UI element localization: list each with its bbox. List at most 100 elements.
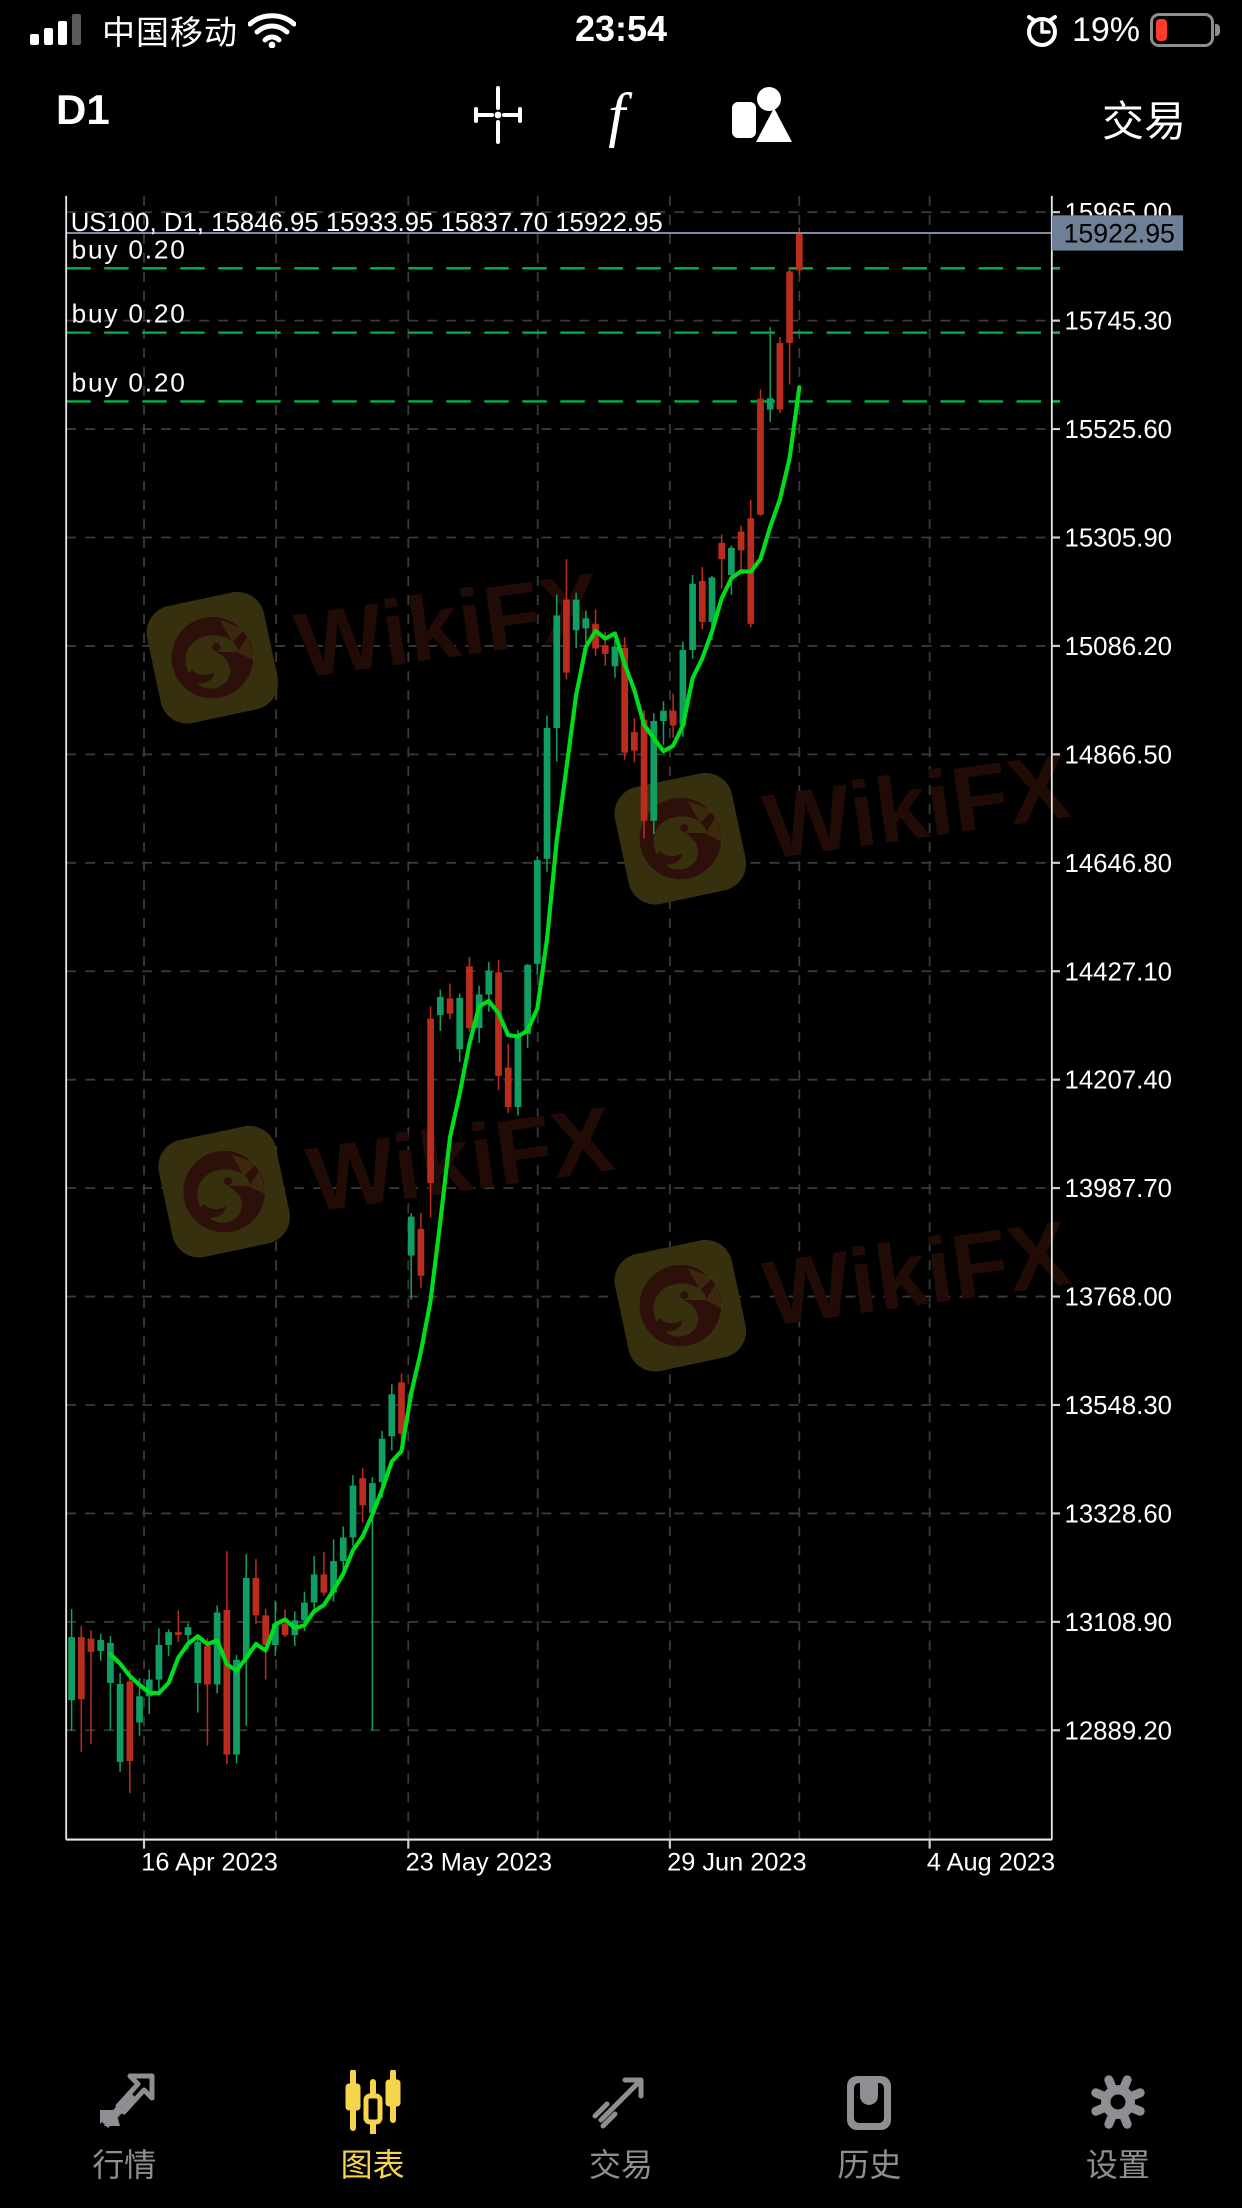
- candle-body: [456, 997, 464, 1050]
- candle-body: [310, 1574, 318, 1603]
- y-axis-label: 14427.10: [1065, 958, 1173, 986]
- y-axis-label: 14207.40: [1065, 1067, 1173, 1095]
- y-axis-label: 15086.20: [1065, 633, 1173, 661]
- candle-body: [184, 1627, 192, 1636]
- candle-body: [485, 970, 493, 995]
- candle-body: [165, 1632, 172, 1645]
- candle-body: [495, 972, 502, 1076]
- indicators-icon[interactable]: f: [598, 84, 654, 148]
- candle-body: [669, 710, 677, 726]
- candle-body: [262, 1615, 270, 1645]
- status-bar: 中国移动 23:54 19%: [0, 0, 1242, 54]
- candle-body: [407, 1216, 415, 1256]
- candle-body: [660, 710, 667, 722]
- candle-body: [223, 1609, 231, 1755]
- y-axis-label: 15745.30: [1065, 308, 1173, 336]
- candle-body: [233, 1659, 240, 1755]
- candle-body: [563, 599, 570, 673]
- candle-body: [466, 966, 473, 1029]
- candle-body: [272, 1623, 279, 1645]
- candle-body: [194, 1642, 202, 1683]
- candle-body: [427, 1018, 434, 1184]
- candle-body: [698, 580, 706, 622]
- x-axis-label: 16 Apr 2023: [141, 1848, 278, 1876]
- bottom-tab-bar: 行情 图表 交易: [0, 2060, 1242, 2208]
- candle-body: [87, 1638, 95, 1652]
- battery-percent: 19%: [1071, 10, 1140, 49]
- signal-strength-icon: [30, 14, 81, 45]
- tab-charts-label: 图表: [340, 2147, 405, 2183]
- candle-body: [136, 1696, 143, 1723]
- current-price-tag-text: 15922.95: [1064, 218, 1175, 248]
- chart-toolbar: D1 f 交易: [0, 62, 1242, 172]
- tab-history-label: 历史: [837, 2147, 902, 2183]
- crosshair-icon[interactable]: [470, 84, 526, 146]
- trade-button[interactable]: 交易: [1101, 98, 1186, 145]
- y-axis-label: 13328.60: [1065, 1500, 1173, 1528]
- candle-body: [757, 398, 764, 515]
- candle-body: [398, 1382, 405, 1434]
- candle-body: [330, 1561, 337, 1593]
- candle-body: [68, 1637, 75, 1701]
- candle-body: [718, 542, 726, 560]
- y-axis-label: 13108.90: [1065, 1609, 1173, 1637]
- candle-body: [126, 1681, 134, 1761]
- candle-body: [359, 1478, 367, 1506]
- svg-text:f: f: [608, 84, 633, 148]
- candlestick-chart-canvas[interactable]: WikiFXWikiFXWikiFXWikiFX15965.0015745.30…: [0, 195, 1242, 2055]
- candle-body: [631, 731, 638, 751]
- candle-body: [339, 1537, 347, 1562]
- candle-body: [174, 1632, 182, 1636]
- buy-position-label: buy 0.20: [72, 367, 187, 397]
- candle-body: [601, 645, 609, 654]
- wikifx-watermark: WikiFX: [614, 733, 1076, 905]
- settings-icon: [1091, 2075, 1145, 2129]
- tab-charts[interactable]: 图表: [248, 2060, 496, 2208]
- candle-body: [320, 1574, 328, 1593]
- candle-body: [650, 721, 658, 821]
- watermark-text: WikiFX: [757, 733, 1075, 879]
- candle-body: [766, 398, 774, 410]
- alarm-icon: [1026, 15, 1057, 47]
- candle-body: [349, 1485, 357, 1538]
- chart-type-icon[interactable]: [728, 84, 798, 146]
- candle-body: [446, 998, 454, 1014]
- tab-trade[interactable]: 交易: [497, 2060, 745, 2208]
- tab-trade-label: 交易: [589, 2147, 654, 2183]
- wikifx-watermark: WikiFX: [158, 1086, 620, 1258]
- candle-body: [621, 648, 629, 753]
- y-axis-label: 13768.00: [1065, 1284, 1173, 1312]
- candle-body: [378, 1438, 386, 1483]
- tab-settings[interactable]: 设置: [994, 2060, 1242, 2208]
- tab-quotes[interactable]: 行情: [0, 2060, 248, 2208]
- candle-body: [436, 996, 444, 1016]
- candle-body: [543, 727, 551, 859]
- y-axis-label: 14646.80: [1065, 850, 1173, 878]
- y-axis-label: 15305.90: [1065, 525, 1173, 553]
- y-axis-label: 14866.50: [1065, 741, 1173, 769]
- candle-body: [97, 1640, 105, 1651]
- candle-body: [640, 719, 648, 821]
- candle-body: [572, 599, 580, 631]
- candle-body: [689, 583, 696, 650]
- y-axis-label: 13987.70: [1065, 1175, 1173, 1203]
- candle-body: [533, 860, 541, 964]
- candle-body: [252, 1577, 260, 1616]
- carrier-label: 中国移动: [102, 14, 238, 51]
- price-chart[interactable]: WikiFX WikiFX WikiFX WikiFX 15965.00 15745.30…: [0, 195, 1242, 2055]
- x-axis-label: 29 Jun 2023: [667, 1848, 806, 1876]
- chart-header: US100, D1, 15846.95 15933.95 15837.70 15…: [71, 209, 663, 237]
- candle-body: [679, 649, 687, 726]
- candle-body: [145, 1679, 153, 1697]
- timeframe-button[interactable]: D1: [56, 86, 110, 133]
- candle-body: [524, 964, 531, 1034]
- candle-body: [582, 618, 590, 629]
- charts-icon: [345, 2070, 401, 2134]
- x-axis-label: 23 May 2023: [406, 1848, 552, 1876]
- buy-position-label: buy 0.20: [72, 299, 187, 329]
- candle-body: [301, 1602, 308, 1621]
- x-axis-label: 4 Aug 2023: [927, 1848, 1055, 1876]
- tab-history[interactable]: 历史: [745, 2060, 993, 2208]
- watermark-text: WikiFX: [757, 1200, 1075, 1346]
